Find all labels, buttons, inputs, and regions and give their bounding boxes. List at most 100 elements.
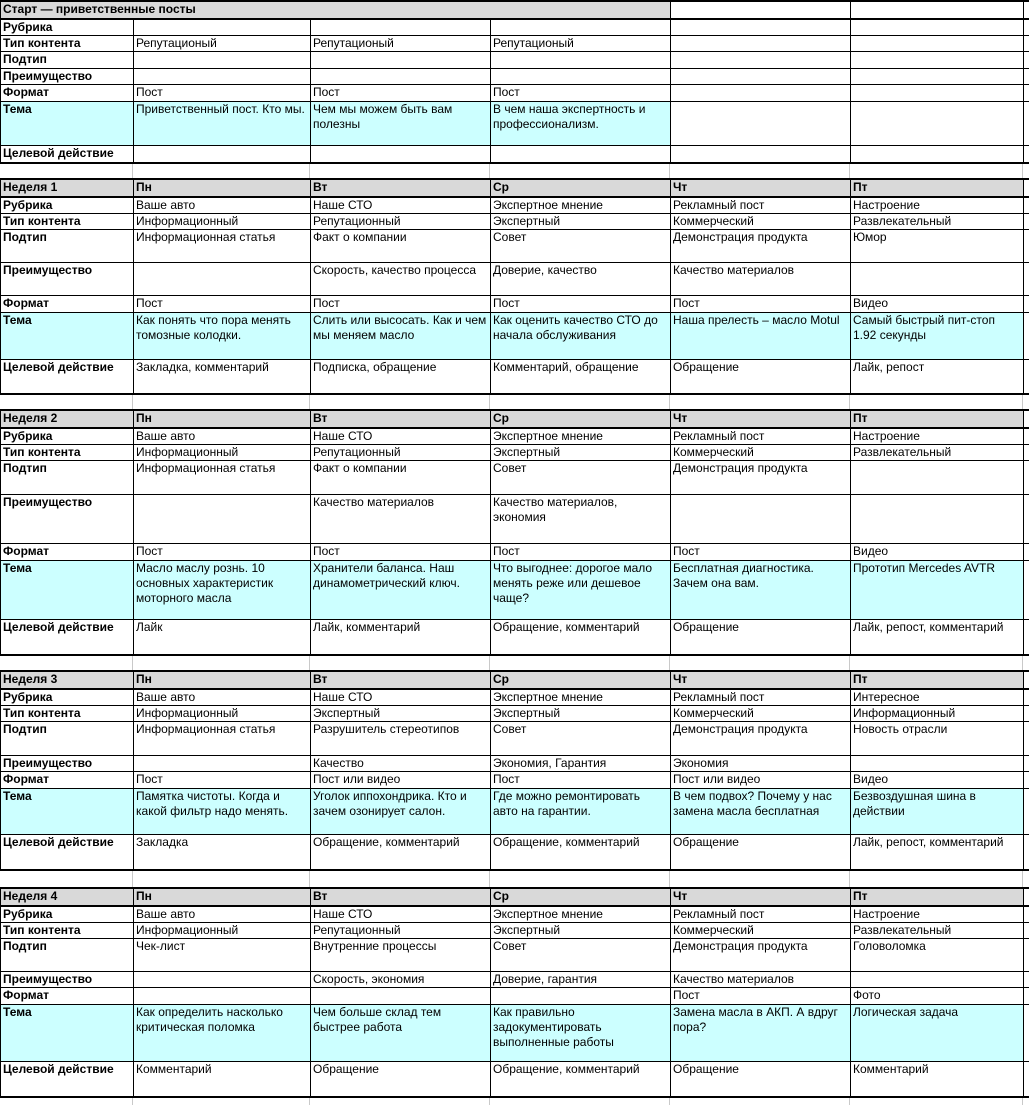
week-2-topic-tue-cell[interactable]: Хранители баланса. Наш динамометрический… — [311, 561, 491, 620]
start-topic-wed-cell[interactable]: В чем наша экспертность и профессионализ… — [491, 102, 671, 146]
start-subtype-fri-cell[interactable] — [851, 52, 1024, 69]
week-1-format-label[interactable]: Формат — [1, 295, 134, 312]
start-format-wed-cell[interactable]: Пост — [491, 85, 671, 102]
start-format-mon-cell[interactable]: Пост — [134, 85, 311, 102]
start-subtype-tue-cell[interactable] — [311, 52, 491, 69]
week-1-day-wed-header[interactable]: Ср — [491, 179, 671, 197]
week-4-subtype-wed-cell[interactable]: Совет — [491, 939, 671, 972]
start-advantage-thu-cell[interactable] — [671, 69, 851, 85]
week-1-rubric-tue-cell[interactable]: Наше СТО — [311, 197, 491, 214]
week-3-target-action-mon-cell[interactable]: Закладка — [134, 834, 311, 870]
week-2-section-title[interactable]: Неделя 2 — [1, 410, 134, 428]
week-1-target-action-thu-cell[interactable]: Обращение — [671, 359, 851, 394]
week-3-format-fri-cell[interactable]: Видео — [851, 771, 1024, 788]
start-subtype-label[interactable]: Подтип — [1, 52, 134, 69]
week-3-target-action-wed-cell[interactable]: Обращение, комментарий — [491, 834, 671, 870]
week-2-target-action-mon-cell[interactable]: Лайк — [134, 620, 311, 655]
week-3-topic-fri-cell[interactable]: Безвоздушная шина в действии — [851, 788, 1024, 834]
week-3-rubric-fri-cell[interactable]: Интересное — [851, 689, 1024, 706]
week-4-rubric-tue-cell[interactable]: Наше СТО — [311, 906, 491, 923]
week-4-section-title[interactable]: Неделя 4 — [1, 888, 134, 906]
week-4-subtype-label[interactable]: Подтип — [1, 939, 134, 972]
week-2-rubric-tue-cell[interactable]: Наше СТО — [311, 428, 491, 445]
week-2-advantage-label[interactable]: Преимущество — [1, 495, 134, 544]
week-3-format-tue-cell[interactable]: Пост или видео — [311, 771, 491, 788]
week-3-rubric-tue-cell[interactable]: Наше СТО — [311, 689, 491, 706]
week-3-content-type-label[interactable]: Тип контента — [1, 705, 134, 721]
week-3-content-type-tue-cell[interactable]: Экспертный — [311, 705, 491, 721]
week-2-rubric-label[interactable]: Рубрика — [1, 428, 134, 445]
start-topic-fri-cell[interactable] — [851, 102, 1024, 146]
week-3-content-type-mon-cell[interactable]: Информационный — [134, 705, 311, 721]
week-3-rubric-wed-cell[interactable]: Экспертное мнение — [491, 689, 671, 706]
week-4-topic-fri-cell[interactable]: Логическая задача — [851, 1005, 1024, 1062]
week-1-format-mon-cell[interactable]: Пост — [134, 295, 311, 312]
start-rubric-fri-cell[interactable] — [851, 19, 1024, 36]
week-3-subtype-thu-cell[interactable]: Демонстрация продукта — [671, 721, 851, 755]
week-4-rubric-wed-cell[interactable]: Экспертное мнение — [491, 906, 671, 923]
week-3-subtype-fri-cell[interactable]: Новость отрасли — [851, 721, 1024, 755]
week-2-target-action-label[interactable]: Целевой действие — [1, 620, 134, 655]
week-1-rubric-label[interactable]: Рубрика — [1, 197, 134, 214]
week-1-topic-label[interactable]: Тема — [1, 312, 134, 359]
week-1-target-action-fri-cell[interactable]: Лайк, репост — [851, 359, 1024, 394]
week-3-subtype-wed-cell[interactable]: Совет — [491, 721, 671, 755]
week-1-advantage-wed-cell[interactable]: Доверие, качество — [491, 262, 671, 295]
week-3-advantage-fri-cell[interactable] — [851, 755, 1024, 771]
week-2-target-action-thu-cell[interactable]: Обращение — [671, 620, 851, 655]
week-3-topic-wed-cell[interactable]: Где можно ремонтировать авто на гарантии… — [491, 788, 671, 834]
week-3-subtype-tue-cell[interactable]: Разрушитель стереотипов — [311, 721, 491, 755]
week-4-target-action-mon-cell[interactable]: Комментарий — [134, 1062, 311, 1097]
week-4-topic-label[interactable]: Тема — [1, 1005, 134, 1062]
week-2-target-action-tue-cell[interactable]: Лайк, комментарий — [311, 620, 491, 655]
week-4-format-mon-cell[interactable] — [134, 988, 311, 1005]
start-format-label[interactable]: Формат — [1, 85, 134, 102]
week-2-subtype-thu-cell[interactable]: Демонстрация продукта — [671, 461, 851, 495]
start-rubric-thu-cell[interactable] — [671, 19, 851, 36]
start-subtype-wed-cell[interactable] — [491, 52, 671, 69]
week-1-content-type-thu-cell[interactable]: Коммерческий — [671, 213, 851, 229]
week-2-content-type-mon-cell[interactable]: Информационный — [134, 445, 311, 461]
week-2-subtype-wed-cell[interactable]: Совет — [491, 461, 671, 495]
week-1-format-wed-cell[interactable]: Пост — [491, 295, 671, 312]
start-target-action-mon-cell[interactable] — [134, 146, 311, 163]
start-target-action-fri-cell[interactable] — [851, 146, 1024, 163]
week-3-subtype-mon-cell[interactable]: Информационная статья — [134, 721, 311, 755]
start-format-tue-cell[interactable]: Пост — [311, 85, 491, 102]
week-2-content-type-thu-cell[interactable]: Коммерческий — [671, 445, 851, 461]
week-1-advantage-tue-cell[interactable]: Скорость, качество процесса — [311, 262, 491, 295]
week-2-subtype-label[interactable]: Подтип — [1, 461, 134, 495]
week-1-rubric-thu-cell[interactable]: Рекламный пост — [671, 197, 851, 214]
week-4-day-fri-header[interactable]: Пт — [851, 888, 1024, 906]
week-1-subtype-tue-cell[interactable]: Факт о компании — [311, 229, 491, 262]
week-3-format-mon-cell[interactable]: Пост — [134, 771, 311, 788]
week-2-day-tue-header[interactable]: Вт — [311, 410, 491, 428]
week-2-advantage-mon-cell[interactable] — [134, 495, 311, 544]
week-4-advantage-tue-cell[interactable]: Скорость, экономия — [311, 972, 491, 988]
start-advantage-tue-cell[interactable] — [311, 69, 491, 85]
start-topic-label[interactable]: Тема — [1, 102, 134, 146]
week-2-format-tue-cell[interactable]: Пост — [311, 544, 491, 561]
week-3-format-label[interactable]: Формат — [1, 771, 134, 788]
week-1-advantage-mon-cell[interactable] — [134, 262, 311, 295]
week-2-day-thu-header[interactable]: Чт — [671, 410, 851, 428]
week-4-topic-mon-cell[interactable]: Как определить насколько критическая пол… — [134, 1005, 311, 1062]
start-rubric-mon-cell[interactable] — [134, 19, 311, 36]
week-3-rubric-thu-cell[interactable]: Рекламный пост — [671, 689, 851, 706]
week-4-content-type-fri-cell[interactable]: Развлекательный — [851, 923, 1024, 939]
week-1-subtype-fri-cell[interactable]: Юмор — [851, 229, 1024, 262]
week-4-advantage-fri-cell[interactable] — [851, 972, 1024, 988]
week-2-topic-thu-cell[interactable]: Бесплатная диагностика. Зачем она вам. — [671, 561, 851, 620]
start-rubric-label[interactable]: Рубрика — [1, 19, 134, 36]
week-3-advantage-wed-cell[interactable]: Экономия, Гарантия — [491, 755, 671, 771]
week-2-content-type-fri-cell[interactable]: Развлекательный — [851, 445, 1024, 461]
week-2-format-fri-cell[interactable]: Видео — [851, 544, 1024, 561]
week-3-rubric-label[interactable]: Рубрика — [1, 689, 134, 706]
week-2-topic-label[interactable]: Тема — [1, 561, 134, 620]
week-1-rubric-fri-cell[interactable]: Настроение — [851, 197, 1024, 214]
week-1-topic-thu-cell[interactable]: Наша прелесть – масло Motul — [671, 312, 851, 359]
week-2-advantage-fri-cell[interactable] — [851, 495, 1024, 544]
week-1-content-type-tue-cell[interactable]: Репутационный — [311, 213, 491, 229]
week-1-day-fri-header[interactable]: Пт — [851, 179, 1024, 197]
week-3-subtype-label[interactable]: Подтип — [1, 721, 134, 755]
